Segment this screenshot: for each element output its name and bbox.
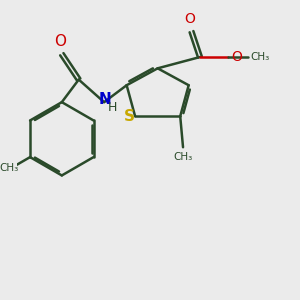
Text: O: O bbox=[232, 50, 242, 64]
Text: S: S bbox=[123, 109, 134, 124]
Text: O: O bbox=[184, 12, 196, 26]
Text: O: O bbox=[54, 34, 66, 49]
Text: N: N bbox=[98, 92, 111, 107]
Text: CH₃: CH₃ bbox=[0, 163, 19, 173]
Text: CH₃: CH₃ bbox=[250, 52, 269, 62]
Text: CH₃: CH₃ bbox=[173, 152, 193, 162]
Text: H: H bbox=[107, 101, 117, 114]
